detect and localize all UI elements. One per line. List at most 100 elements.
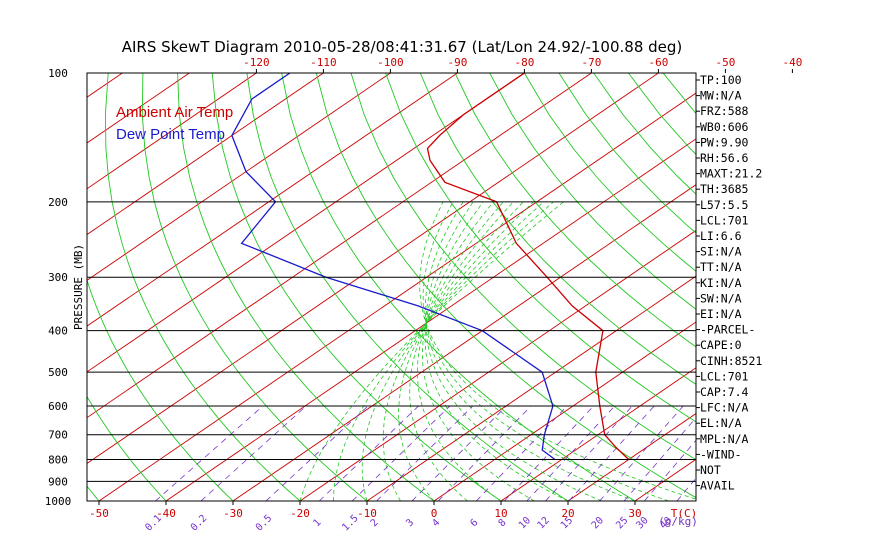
axes-layer: [86, 69, 793, 505]
top-temp-tick-label: -50: [715, 56, 735, 69]
side-panel-entry: LI:6.6: [700, 229, 742, 243]
bottom-temp-tick-label: 0: [431, 507, 438, 520]
dry-adiabat-line: [315, 73, 696, 499]
dry-adiabat-line: [662, 73, 696, 115]
moist-adiabat-line: [361, 201, 544, 501]
bottom-t-label: T(C): [671, 507, 698, 520]
mixing-ratio-line: [155, 405, 264, 501]
side-panel-entry: SI:N/A: [700, 245, 742, 259]
mixing-ratio-line: [318, 405, 419, 501]
side-panel-entry: KI:N/A: [700, 276, 742, 290]
mixing-ratio-tick-label: 12: [536, 515, 552, 531]
dry-adiabat-line: [87, 278, 234, 501]
mixing-ratio-line: [200, 405, 307, 501]
side-panel-entry: -WIND-: [700, 447, 742, 461]
pressure-tick-label: 900: [48, 475, 68, 488]
moist-adiabat-line: [416, 201, 504, 501]
pressure-tick-label: 100: [48, 67, 68, 80]
moist-adiabat-line: [382, 201, 534, 501]
side-panel-entry: LCL:701: [700, 369, 749, 383]
y-axis-label: PRESSURE (MB): [72, 244, 85, 330]
pressure-tick-label: 200: [48, 196, 68, 209]
side-panel-entry: MPL:N/A: [700, 432, 749, 446]
moist-adiabat-line: [422, 201, 669, 501]
isotherm-line: [87, 73, 659, 464]
legend-dew-point-temp: Dew Point Temp: [116, 126, 225, 143]
isotherm-line: [500, 367, 696, 501]
side-panel-entry: LFC:N/A: [700, 401, 749, 415]
isotherm-line: [87, 73, 525, 373]
pressure-tick-label: 300: [48, 271, 68, 284]
pressure-tick-label: 700: [48, 429, 68, 442]
side-panel-entry: TP:100: [700, 73, 742, 87]
mixing-ratio-line: [376, 405, 474, 501]
mixing-ratio-unit-label: (g/kg): [658, 515, 698, 528]
pressure-tick-label: 400: [48, 325, 68, 338]
isotherm-line: [232, 184, 696, 501]
top-temp-tick-label: -110: [310, 56, 337, 69]
mixing-ratio-tick-label: 10: [517, 515, 533, 531]
side-panel-entry: TH:3685: [700, 182, 748, 196]
mixing-ratio-line: [623, 417, 696, 501]
side-panel-entry: L57:5.5: [700, 198, 748, 212]
plot-frame: [86, 72, 697, 502]
top-temp-tick-label: -90: [447, 56, 467, 69]
dry-adiabat-line: [802, 73, 870, 501]
mixing-ratio-line: [411, 405, 507, 501]
mixing-ratio-line: [351, 405, 451, 501]
mixing-ratio-tick-label: 6: [469, 517, 481, 529]
mixing-ratio-tick-label: 20: [590, 515, 606, 531]
isotherm-line: [769, 73, 870, 501]
side-panel-entry: TT:N/A: [700, 260, 742, 274]
side-panel-entry: SW:N/A: [700, 291, 742, 305]
series-layer: [231, 73, 630, 461]
top-temp-tick-label: -80: [514, 56, 534, 69]
bottom-temp-tick-label: -20: [290, 507, 310, 520]
dry-adiabat-line: [489, 73, 696, 310]
moist-adiabat-line: [333, 201, 554, 501]
legend-ambient-air-temp: Ambient Air Temp: [116, 104, 233, 121]
mixing-ratio-tick-label: 4: [430, 517, 442, 529]
side-panel-entry: RH:56.6: [700, 151, 749, 165]
top-temp-tick-label: -70: [581, 56, 601, 69]
dry-adiabat-line: [454, 73, 696, 348]
moist-adiabat-line: [419, 201, 696, 500]
top-temp-tick-label: -120: [243, 56, 270, 69]
dry-adiabat-line: [104, 73, 301, 501]
pressure-tick-label: 1000: [45, 495, 72, 508]
dry-adiabat-line: [87, 395, 167, 501]
mixing-ratio-tick-label: 1: [311, 517, 323, 529]
side-panel-entry: CINH:8521: [700, 354, 762, 368]
dry-adiabat-line: [350, 73, 696, 461]
bottom-temp-tick-label: 10: [494, 507, 507, 520]
side-panel-entry: MW:N/A: [700, 89, 742, 103]
isotherm-line: [634, 458, 696, 501]
chart-title: AIRS SkewT Diagram 2010-05-28/08:41:31.6…: [122, 38, 683, 56]
side-panel-entry: PW:9.90: [700, 135, 749, 149]
ambient-air-temp-line: [426, 73, 630, 460]
side-panel-entry: AVAIL: [700, 479, 735, 493]
dry-adiabat-line: [177, 73, 435, 501]
isotherm-line: [366, 275, 696, 501]
pressure-tick-label: 800: [48, 454, 68, 467]
bottom-temp-tick-label: -50: [89, 507, 109, 520]
side-panel-entry: EI:N/A: [700, 307, 742, 321]
dry-adiabat-line: [281, 73, 636, 501]
bottom-temp-tick-label: -30: [223, 507, 243, 520]
top-temp-tick-label: -100: [377, 56, 404, 69]
dry-adiabat-line: [767, 73, 870, 501]
side-panel-entry: CAP:7.4: [700, 385, 749, 399]
dry-adiabat-line: [246, 73, 569, 501]
isotherm-line: [87, 73, 324, 236]
isotherm-line: [87, 73, 458, 327]
dry-adiabat-line: [211, 73, 502, 501]
mixing-ratio-tick-label: 0.5: [254, 513, 275, 534]
mixing-ratio-line: [437, 405, 532, 501]
isotherm-line: [87, 73, 391, 281]
side-panel-entry: MAXT:21.2: [700, 167, 762, 181]
side-panel-entry: NOT: [700, 463, 721, 477]
mixing-ratio-line: [265, 405, 369, 501]
mixing-ratio-tick-label: 2: [369, 517, 381, 529]
pressure-tick-label: 500: [48, 366, 68, 379]
